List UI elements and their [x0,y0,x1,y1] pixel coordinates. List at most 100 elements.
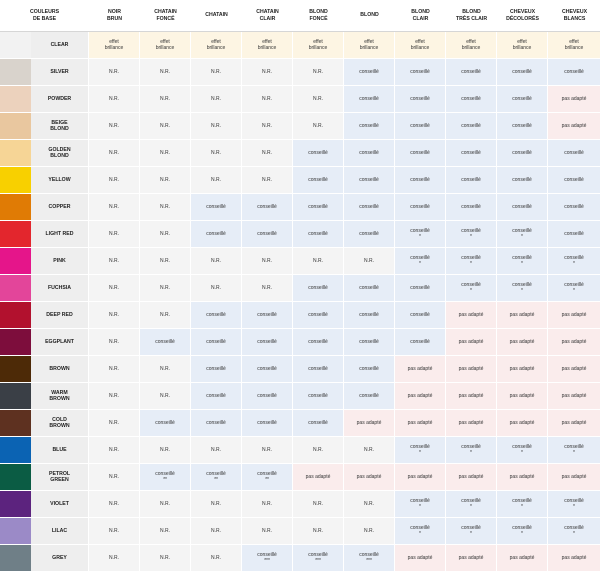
color-swatch [0,356,31,383]
color-name: VIOLET [31,491,90,518]
compat-cell: conseillé [344,113,396,140]
color-swatch [0,167,31,194]
compat-cell: conseillé * [395,437,447,464]
compat-cell: conseillé [191,194,243,221]
compat-cell: N.R. [140,167,192,194]
compat-cell: N.R. [344,248,396,275]
compat-cell: conseillé * [395,248,447,275]
color-swatch [0,221,31,248]
compat-cell: N.R. [89,59,141,86]
color-name: PETROL GREEN [31,464,90,491]
color-name: LILAC [31,518,90,545]
table-row: COLD BROWN N.R. conseillé conseillé conseill… [0,410,600,437]
compat-cell: conseillé ** [191,464,243,491]
compat-cell: conseillé ** [140,464,192,491]
color-name: FUCHSIA [31,275,90,302]
color-swatch [0,302,31,329]
compat-cell: pas adapté [395,383,447,410]
color-name: COLD BROWN [31,410,90,437]
compat-cell: pas adapté [395,356,447,383]
compat-cell: pas adapté [548,113,600,140]
table-row: GOLDEN BLOND N.R. N.R. N.R. N.R. conseillé con… [0,140,600,167]
swatch-chip [0,302,31,328]
color-name: BROWN [31,356,90,383]
swatch-chip [0,437,31,463]
compat-cell: effet brillance [395,32,447,59]
color-name: PINK [31,248,90,275]
compat-cell: N.R. [293,437,345,464]
compat-cell: N.R. [242,167,294,194]
compat-cell: pas adapté [497,302,549,329]
compat-cell: N.R. [191,248,243,275]
compat-cell: conseillé [140,410,192,437]
table-row: CLEAR effet brillance effet brillance effet… [0,32,600,59]
compat-cell: conseillé [191,410,243,437]
compat-cell: conseillé [293,302,345,329]
compat-cell: pas adapté [548,545,600,572]
compat-cell: conseillé [191,302,243,329]
compat-cell: pas adapté [446,302,498,329]
table-row: GREY N.R. N.R. N.R. conseillé *** conseillé *… [0,545,600,572]
compat-cell: N.R. [140,113,192,140]
compat-cell: N.R. [89,86,141,113]
compat-cell: pas adapté [497,410,549,437]
swatch-chip [0,221,31,247]
color-swatch [0,194,31,221]
compat-cell: N.R. [242,518,294,545]
compat-cell: conseillé *** [293,545,345,572]
compat-cell: N.R. [89,410,141,437]
color-name: EGGPLANT [31,329,90,356]
header-row: COULEURS DE BASE NOIR BRUN CHATAIN FONCÉ… [0,0,600,32]
column-header: NOIR BRUN [89,0,141,32]
compat-cell: conseillé * [446,221,498,248]
table-row: EGGPLANT N.R. conseillé conseillé conseillé c… [0,329,600,356]
compat-cell: effet brillance [89,32,141,59]
compat-cell: pas adapté [344,410,396,437]
compat-cell: N.R. [242,275,294,302]
compat-cell: pas adapté [548,410,600,437]
compat-cell: pas adapté [548,86,600,113]
compat-cell: N.R. [242,113,294,140]
color-name: GREY [31,545,90,572]
compat-cell: N.R. [344,491,396,518]
table-row: VIOLET N.R. N.R. N.R. N.R. N.R. N.R. conseillé … [0,491,600,518]
compat-cell: conseillé [344,383,396,410]
compat-cell: conseillé * [446,437,498,464]
table-row: PINK N.R. N.R. N.R. N.R. N.R. N.R. conseillé * c… [0,248,600,275]
compat-cell: conseillé [497,140,549,167]
compat-cell: pas adapté [395,464,447,491]
compat-cell: conseillé [548,59,600,86]
swatch-chip [0,86,31,112]
compat-cell: N.R. [89,194,141,221]
compat-cell: conseillé [395,140,447,167]
swatch-chip [0,194,31,220]
compat-cell: N.R. [89,221,141,248]
column-header: BLOND [344,0,396,32]
compat-cell: conseillé [548,194,600,221]
compat-cell: conseillé [497,113,549,140]
compat-cell: N.R. [140,518,192,545]
compat-cell: pas adapté [446,464,498,491]
compat-cell: N.R. [242,248,294,275]
color-swatch [0,140,31,167]
color-name: POWDER [31,86,90,113]
swatch-chip [0,140,31,166]
compat-cell: effet brillance [548,32,600,59]
compat-cell: N.R. [140,221,192,248]
swatch-chip [0,464,31,490]
compat-cell: pas adapté [446,545,498,572]
compat-cell: N.R. [242,140,294,167]
compat-cell: conseillé [344,356,396,383]
color-name: LIGHT RED [31,221,90,248]
color-swatch [0,464,31,491]
compat-cell: N.R. [191,113,243,140]
table-row: LILAC N.R. N.R. N.R. N.R. N.R. N.R. conseillé *… [0,518,600,545]
color-swatch [0,86,31,113]
compat-cell: conseillé [497,194,549,221]
compat-cell: conseillé [497,167,549,194]
compat-cell: conseillé [293,410,345,437]
column-header: CHATAIN CLAIR [242,0,294,32]
compat-cell: N.R. [242,437,294,464]
color-swatch [0,113,31,140]
compat-cell: conseillé [395,167,447,194]
